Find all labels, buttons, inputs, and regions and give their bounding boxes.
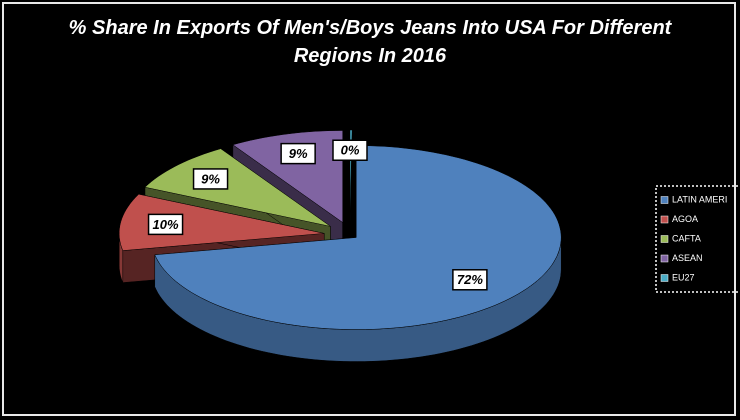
legend-marker (660, 254, 669, 263)
data-label: 9% (289, 146, 308, 161)
legend-marker (660, 215, 669, 224)
legend-marker (660, 235, 669, 243)
data-label-group: 9% (192, 168, 229, 190)
legend-label: EU27 (672, 272, 695, 282)
data-label-group: 9% (280, 142, 316, 165)
data-label: 72% (457, 272, 483, 287)
data-label-box (452, 269, 488, 291)
data-label-box (192, 168, 229, 190)
data-label: 9% (201, 171, 220, 186)
chart-title: % Share In Exports Of Men's/Boys Jeans I… (68, 17, 672, 67)
frame (2, 2, 736, 416)
data-label: 10% (153, 217, 179, 232)
legend-label: ASEAN (672, 253, 703, 263)
slice (118, 193, 325, 251)
data-label-box (332, 139, 368, 161)
legend-marker (660, 196, 669, 204)
data-label-group: 10% (147, 213, 184, 236)
data-label-box (147, 213, 184, 236)
legend-label: CAFTA (672, 233, 701, 243)
data-label-box (280, 142, 316, 165)
data-label: 0% (341, 143, 360, 158)
legend-box (655, 185, 740, 293)
legend-label: AGOA (672, 214, 698, 224)
legend-marker (660, 274, 669, 282)
legend-label: LATIN AMERI (672, 194, 727, 204)
data-label-group: 0% (332, 139, 368, 161)
data-label-group: 72% (452, 269, 488, 291)
slice (144, 148, 331, 227)
